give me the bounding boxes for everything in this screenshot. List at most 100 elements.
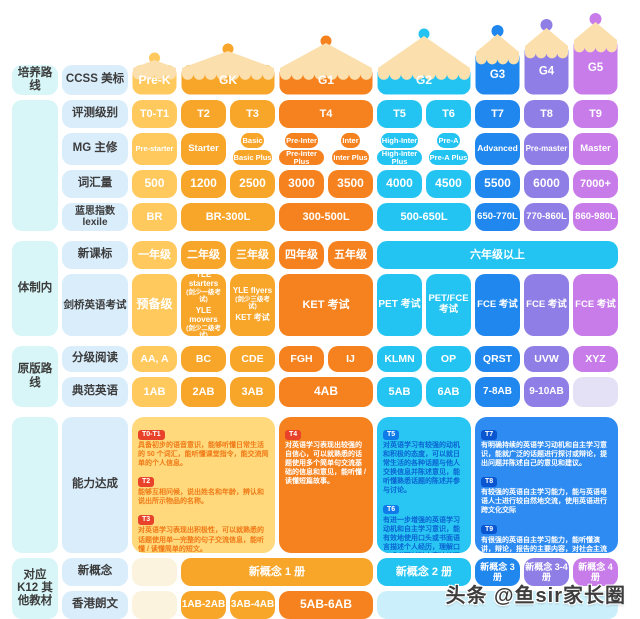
classic-t8: 9-10AB xyxy=(524,377,569,407)
row-label-vocab: 词汇量 xyxy=(62,170,128,198)
lexile-t5-t6: 500-650L xyxy=(377,203,471,231)
group-cell-ability-empty xyxy=(12,417,58,553)
mg-prea: Pre-A xyxy=(437,133,460,148)
classic-t4: 4AB xyxy=(279,377,373,407)
reading-t6: OP xyxy=(426,346,471,372)
ability-entry: T8 有较强的英语自主学习能力，能与英语母语人士进行较自然地交流，使用英语进行跨… xyxy=(481,477,607,515)
ability-tag: T7 xyxy=(481,430,498,440)
watermark: 头条 @鱼sir家长圈 xyxy=(445,585,626,607)
ability-block-t0-t3: T0-T1 具备初步的语音意识，能够听懂日常生活的 50 个词汇，能听懂课堂指令… xyxy=(132,417,275,553)
lexile-t2-t3: BR-300L xyxy=(181,203,275,231)
lexile-t4: 300-500L xyxy=(279,203,373,231)
pencil-g4-icon: G4 xyxy=(524,17,569,95)
ability-block-t4: T4 对英语学习表现出较强的自信心，可以就熟悉的话题使用多个简单句交流基础的信息… xyxy=(279,417,373,553)
ability-entry: T3 对英语学习表现出积极性，可以就熟悉的话题使用单一完整的句子交流信息，能听懂… xyxy=(138,515,264,553)
pencil-g1-icon: G1 xyxy=(279,34,373,95)
mg-prea-group: Pre-A Pre-A Plus xyxy=(426,133,471,165)
level-t5: T5 xyxy=(377,100,422,128)
classic-t2: 2AB xyxy=(181,377,226,407)
mg-master: Master xyxy=(573,133,618,165)
curriculum-grade2: 二年级 xyxy=(181,241,226,269)
cambridge-yle-movers: YLE movers (剑少二级考试) xyxy=(186,306,221,336)
svg-text:Pre-K: Pre-K xyxy=(138,73,170,87)
level-t7: T7 xyxy=(475,100,520,128)
ability-entry: T7 有明确持续的英语学习动机和自主学习意识，能就广泛的话题进行探讨或辩论，提出… xyxy=(481,430,607,468)
ability-tag: T5 xyxy=(383,430,400,440)
longman-1ab-2ab: 1AB-2AB xyxy=(181,591,226,619)
mg-inter: Inter xyxy=(341,133,360,148)
pencil-prek-icon: Pre-K xyxy=(132,51,177,95)
mg-preinter-group: Pre-Inter Pre-Inter Plus xyxy=(279,133,324,165)
reading-t0: AA, A xyxy=(132,346,177,372)
cambridge-yle-flyers: YLE flyers (剑少三级考试) xyxy=(232,286,273,310)
group-label-original: 原版路线 xyxy=(12,346,58,407)
mg-highinter-group: High-Inter High-Inter Plus xyxy=(377,133,422,165)
level-t4: T4 xyxy=(279,100,373,128)
longman-3ab-4ab: 3AB-4AB xyxy=(230,591,275,619)
svg-text:G5: G5 xyxy=(588,62,604,74)
mg-basic-plus: Basic Plus xyxy=(232,150,273,165)
row-label-lexile: 蓝思指数 lexile xyxy=(62,203,128,231)
row-label-concept: 新概念 xyxy=(62,558,128,586)
ability-entry: T2 能够互相问候，说出姓名和年龄，辨认和说出所示物品的名称。 xyxy=(138,477,264,506)
level-t8: T8 xyxy=(524,100,569,128)
mg-inter-group: Inter Inter Plus xyxy=(328,133,373,165)
ability-tag: T0-T1 xyxy=(138,430,165,440)
classic-t7: 7-8AB xyxy=(475,377,520,407)
row-label-reading: 分级阅读 xyxy=(62,346,128,372)
mg-preinter-plus: Pre-Inter Plus xyxy=(279,150,324,165)
curriculum-grade6plus: 六年级以上 xyxy=(377,241,618,269)
ability-tag: T4 xyxy=(285,430,302,440)
mg-prea-plus: Pre-A Plus xyxy=(428,150,469,165)
level-t2: T2 xyxy=(181,100,226,128)
curriculum-grade4: 四年级 xyxy=(279,241,324,269)
cambridge-pet-t5: PET 考试 xyxy=(377,274,422,336)
concept-book4: 新概念 4 册 xyxy=(573,558,618,586)
svg-text:G4: G4 xyxy=(539,66,555,78)
reading-t7: QRST xyxy=(475,346,520,372)
vocab-t4a: 3000 xyxy=(279,170,324,198)
reading-t4a: FGH xyxy=(279,346,324,372)
pencil-g3-icon: G3 xyxy=(475,23,520,95)
ability-entry: T6 有进一步增强的英语学习动机和自主学习意识，能有效地使用口头或书面语言描述个… xyxy=(383,504,460,553)
ability-entry: T5 对英语学习有较强的动机和积极的态度，可以就日常生活的各种话题与他人交换信息… xyxy=(383,430,460,495)
ability-tag: T9 xyxy=(481,524,498,535)
cambridge-t2: YLE starters (剑少一级考试) YLE movers (剑少二级考试… xyxy=(181,274,226,336)
svg-text:G1: G1 xyxy=(318,73,334,87)
vocab-t7: 5500 xyxy=(475,170,520,198)
vocab-t0: 500 xyxy=(132,170,177,198)
curriculum-grade5: 五年级 xyxy=(328,241,373,269)
vocab-t4b: 3500 xyxy=(328,170,373,198)
ability-tag: T3 xyxy=(138,515,155,526)
ability-tag: T2 xyxy=(138,477,155,487)
concept-book3-4: 新概念 3-4 册 xyxy=(524,558,569,586)
lexile-t7: 650-770L xyxy=(475,203,520,231)
mg-inter-plus: Inter Plus xyxy=(332,150,369,165)
classic-t0: 1AB xyxy=(132,377,177,407)
reading-t2: BC xyxy=(181,346,226,372)
cambridge-prep: 预备级 xyxy=(132,274,177,336)
mg-premaster: Pre-master xyxy=(524,133,569,165)
row-label-level: 评测级别 xyxy=(62,100,128,128)
level-t9: T9 xyxy=(573,100,618,128)
row-label-ability: 能力达成 xyxy=(62,417,128,553)
pencil-g5-icon: G5 xyxy=(573,11,618,95)
row-label-classic: 典范英语 xyxy=(62,377,128,407)
cambridge-ket-t4: KET 考试 xyxy=(279,274,373,336)
cambridge-ket-t3: KET 考试 xyxy=(235,313,270,323)
group-label-system: 体制内 xyxy=(12,241,58,336)
vocab-t6: 4500 xyxy=(426,170,471,198)
ability-block-t5-t6: T5 对英语学习有较强的动机和积极的态度，可以就日常生活的各种话题与他人交换信息… xyxy=(377,417,471,553)
vocab-t8: 6000 xyxy=(524,170,569,198)
vocab-t3: 2500 xyxy=(230,170,275,198)
classic-t5: 5AB xyxy=(377,377,422,407)
curriculum-grade3: 三年级 xyxy=(230,241,275,269)
mg-basic: Basic xyxy=(241,133,264,148)
mg-advanced: Advanced xyxy=(475,133,520,165)
concept-book2: 新概念 2 册 xyxy=(377,558,471,586)
ability-entry: T9 有很强的英语自主学习能力，能听懂演讲，辩论，报告的主要内容，对社会主流现象… xyxy=(481,524,607,553)
mg-highinter-plus: High-Inter Plus xyxy=(377,150,422,165)
cambridge-fce-t8: FCE 考试 xyxy=(524,274,569,336)
classic-t9-empty xyxy=(573,377,618,407)
ability-entry: T4 对英语学习表现出较强的自信心，可以就熟悉的话题使用多个简单句交流基础的信息… xyxy=(285,430,366,486)
